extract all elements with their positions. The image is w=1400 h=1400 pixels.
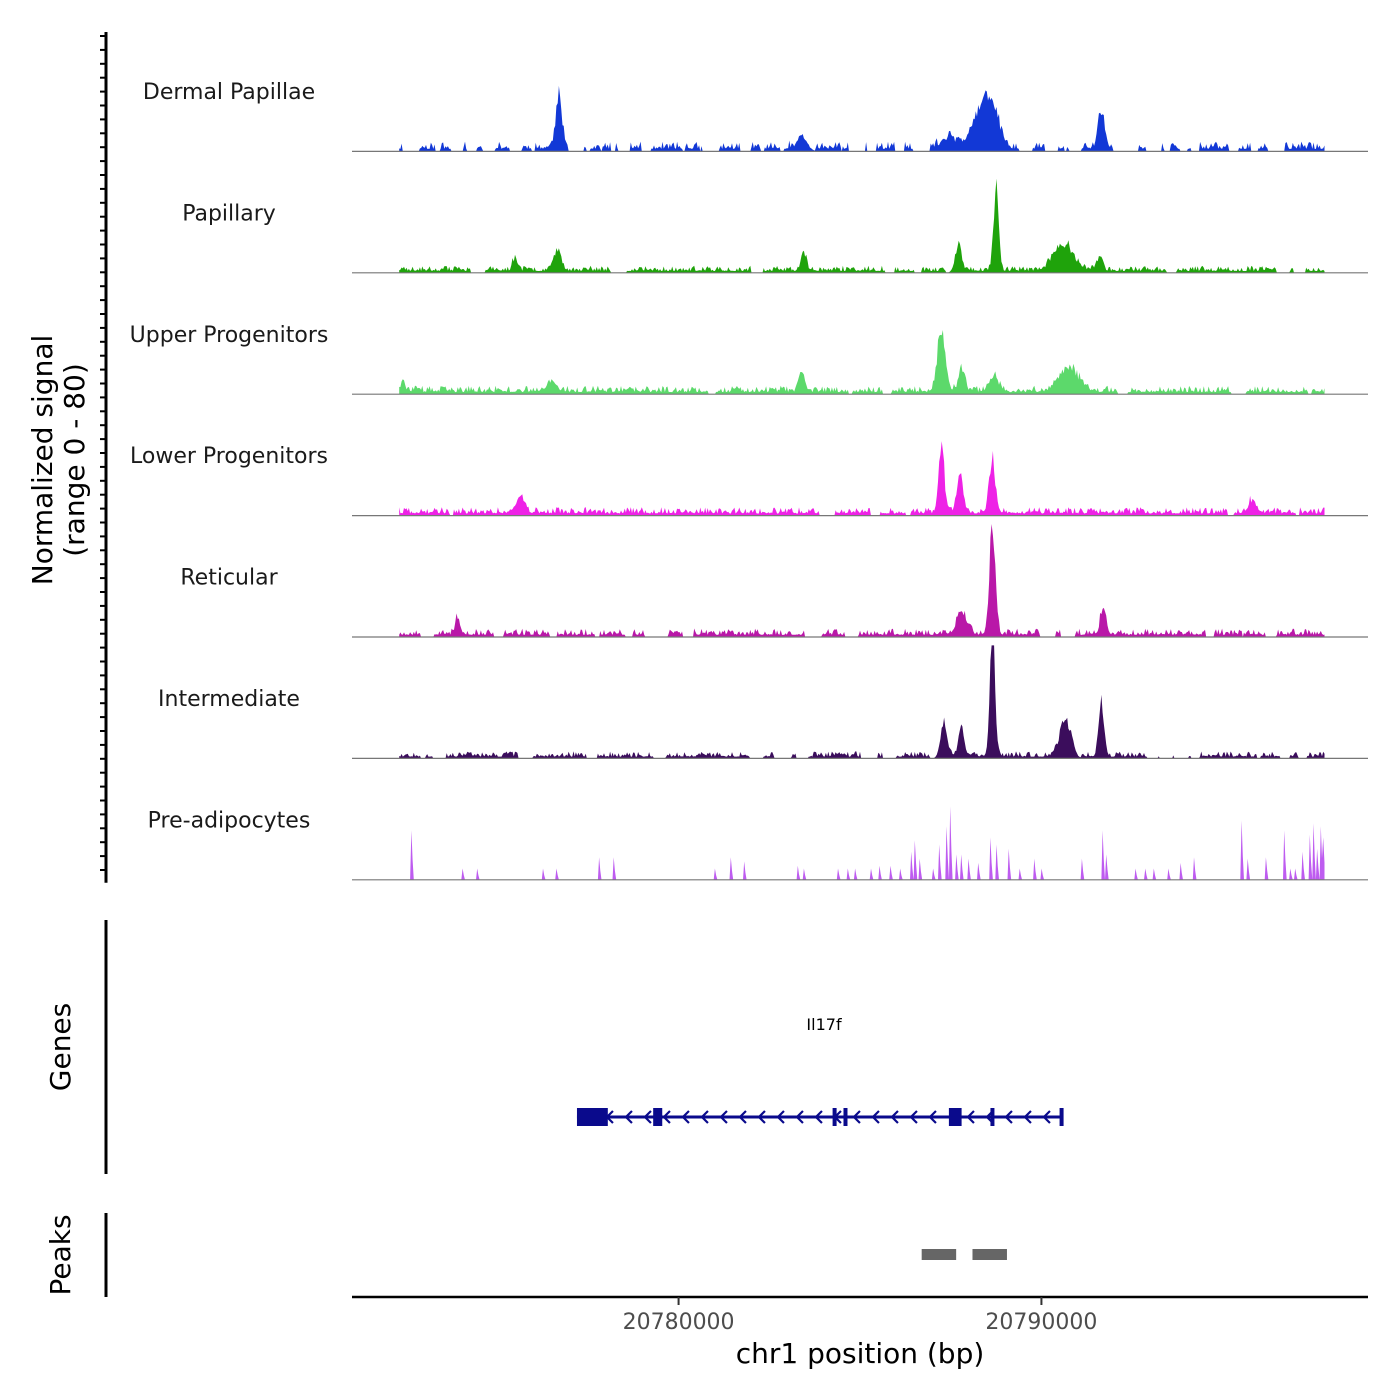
strand-arrow <box>795 1110 804 1124</box>
peak-region <box>972 1249 1007 1260</box>
strand-arrow <box>681 1110 690 1124</box>
gene-exon <box>948 1108 962 1126</box>
strand-arrow <box>814 1110 823 1124</box>
strand-arrow <box>1023 1110 1032 1124</box>
strand-arrow <box>738 1110 747 1124</box>
coverage-area <box>399 441 1325 516</box>
peaks-panel-title: Peaks <box>44 1214 77 1295</box>
track-label: Lower Progenitors <box>130 444 328 469</box>
peak-region <box>921 1249 957 1260</box>
track-label: Reticular <box>180 566 278 591</box>
coverage-area <box>399 645 1325 759</box>
gene-exon <box>990 1108 995 1126</box>
strand-arrow <box>776 1110 785 1124</box>
track-label: Dermal Papillae <box>143 80 315 105</box>
gene-exon <box>653 1108 663 1126</box>
strand-arrow <box>719 1110 728 1124</box>
coverage-area <box>399 178 1325 273</box>
coverage-area <box>399 524 1325 637</box>
x-tick-label: 20790000 <box>985 1310 1097 1335</box>
y-axis-title-line1: Normalized signal <box>26 335 59 586</box>
strand-arrow <box>624 1110 633 1124</box>
track-label: Upper Progenitors <box>130 323 329 348</box>
strand-arrow <box>700 1110 709 1124</box>
gene-exon <box>1059 1108 1064 1126</box>
gene-exon <box>843 1108 848 1126</box>
track-label: Papillary <box>182 201 276 226</box>
strand-arrow <box>852 1110 861 1124</box>
gene-exon <box>832 1108 837 1126</box>
strand-arrow <box>890 1110 899 1124</box>
coverage-area <box>399 806 1325 880</box>
x-axis-title: chr1 position (bp) <box>736 1337 985 1370</box>
gene-label: Il17f <box>806 1015 842 1034</box>
y-axis-title-line2: (range 0 - 80) <box>58 363 91 557</box>
strand-arrow <box>871 1110 880 1124</box>
strand-arrow <box>1042 1110 1051 1124</box>
strand-arrow <box>662 1110 671 1124</box>
strand-arrow <box>928 1110 937 1124</box>
strand-arrow <box>1004 1110 1013 1124</box>
strand-arrow <box>757 1110 766 1124</box>
gene-exon <box>576 1108 608 1126</box>
track-label: Pre-adipocytes <box>148 808 311 833</box>
coverage-area <box>399 85 1325 152</box>
track-label: Intermediate <box>158 687 300 712</box>
coverage-area <box>399 330 1325 395</box>
strand-arrow <box>909 1110 918 1124</box>
x-tick-label: 20780000 <box>623 1310 735 1335</box>
strand-arrow <box>966 1110 975 1124</box>
genes-panel-title: Genes <box>44 1003 77 1091</box>
strand-arrow <box>643 1110 652 1124</box>
